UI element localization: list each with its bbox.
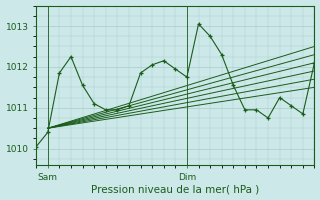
X-axis label: Pression niveau de la mer( hPa ): Pression niveau de la mer( hPa ) [91,184,260,194]
